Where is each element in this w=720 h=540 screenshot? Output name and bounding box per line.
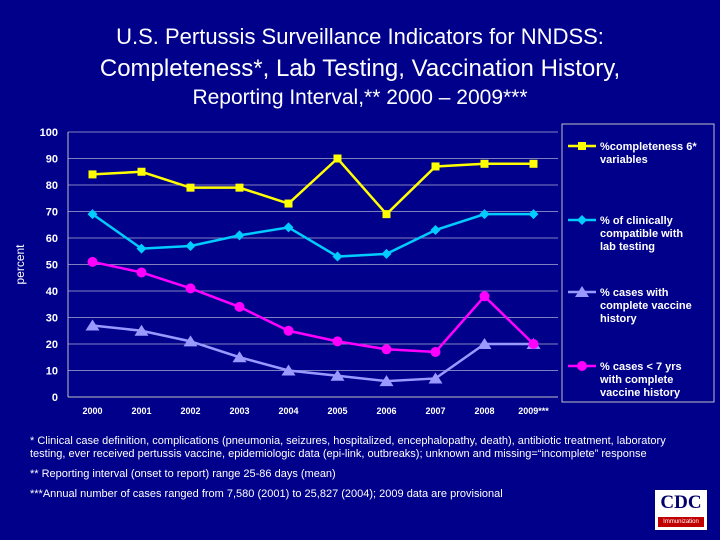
y-tick-label: 10 — [46, 366, 58, 378]
data-point-cases-with-complete-vaccine-history — [85, 319, 100, 331]
legend-swatch-marker — [577, 215, 587, 225]
x-tick-label: 2002 — [180, 406, 200, 416]
data-point-cases-with-complete-vaccine-history — [281, 364, 296, 376]
data-point-completeness-6-variables — [480, 159, 489, 168]
x-tick-label: 2004 — [278, 406, 298, 416]
legend-swatch-marker — [575, 286, 589, 297]
x-tick-label: 2009*** — [518, 406, 549, 416]
y-tick-label: 60 — [46, 233, 58, 245]
cdc-logo-text: CDC — [660, 492, 702, 513]
chart-title-line-1: U.S. Pertussis Surveillance Indicators f… — [116, 24, 604, 49]
data-point-cases-with-complete-vaccine-history — [330, 369, 345, 381]
data-point-of-clinically-compatible-with-lab-testing — [430, 225, 441, 236]
y-tick-label: 80 — [46, 180, 58, 192]
cdc-logo-subtext: Immunization — [658, 517, 704, 527]
series-line-of-clinically-compatible-with-lab-testing — [91, 212, 534, 258]
data-point-cases-7-yrs-with-complete-vaccine-history — [185, 283, 196, 294]
series-line-cases-with-complete-vaccine-history — [92, 324, 534, 383]
series-line-cases-7-yrs-with-complete-vaccine-history — [92, 260, 535, 354]
legend-label: % cases with complete vaccine history — [600, 287, 692, 325]
data-point-cases-7-yrs-with-complete-vaccine-history — [528, 339, 539, 349]
pertussis-line-chart: 0 10 20 30 40 50 60 70 80 90 100 2000 2001 2002 2003 20… — [13, 123, 715, 416]
data-point-cases-7-yrs-with-complete-vaccine-history — [87, 256, 98, 267]
data-point-cases-with-complete-vaccine-history — [428, 372, 443, 384]
y-tick-label: 100 — [40, 127, 58, 139]
series-line-completeness-6-variables — [92, 156, 534, 216]
data-point-completeness-6-variables — [235, 183, 244, 192]
data-point-of-clinically-compatible-with-lab-testing — [87, 209, 98, 220]
y-tick-label: 40 — [46, 286, 58, 298]
data-point-cases-with-complete-vaccine-history — [232, 351, 247, 363]
data-point-cases-7-yrs-with-complete-vaccine-history — [381, 344, 392, 355]
y-tick-label: 20 — [46, 339, 58, 351]
data-point-completeness-6-variables — [186, 183, 195, 192]
footnote-1: * Clinical case definition, complication… — [30, 435, 666, 460]
y-tick-label: 70 — [46, 207, 58, 219]
data-point-of-clinically-compatible-with-lab-testing — [136, 243, 147, 254]
data-point-cases-7-yrs-with-complete-vaccine-history — [332, 336, 343, 347]
x-tick-label: 2003 — [229, 406, 249, 416]
data-point-completeness-6-variables — [333, 154, 342, 163]
data-point-cases-7-yrs-with-complete-vaccine-history — [136, 267, 147, 278]
footnote-3: ***Annual number of cases ranged from 7,… — [30, 488, 503, 500]
data-point-cases-7-yrs-with-complete-vaccine-history — [430, 346, 441, 357]
data-point-cases-7-yrs-with-complete-vaccine-history — [234, 301, 245, 312]
legend-swatch-marker — [578, 142, 586, 150]
x-tick-label: 2007 — [425, 406, 445, 416]
data-point-cases-with-complete-vaccine-history — [477, 338, 492, 349]
data-point-completeness-6-variables — [431, 162, 440, 171]
data-point-cases-with-complete-vaccine-history — [183, 335, 198, 347]
data-point-completeness-6-variables — [284, 199, 293, 208]
legend-box — [561, 123, 715, 403]
data-point-cases-with-complete-vaccine-history — [134, 324, 149, 336]
data-point-of-clinically-compatible-with-lab-testing — [332, 251, 343, 262]
chart-title-line-2: Completeness*, Lab Testing, Vaccination … — [99, 55, 621, 82]
legend-label: %completeness 6* variables — [600, 141, 697, 166]
data-point-completeness-6-variables — [529, 159, 538, 168]
data-point-of-clinically-compatible-with-lab-testing — [283, 222, 294, 233]
data-point-of-clinically-compatible-with-lab-testing — [185, 240, 196, 251]
data-point-cases-7-yrs-with-complete-vaccine-history — [479, 291, 490, 302]
y-tick-label: 0 — [52, 392, 58, 404]
data-point-completeness-6-variables — [137, 167, 146, 176]
cdc-logo: CDC Immunization — [654, 489, 708, 531]
y-tick-label: 90 — [46, 154, 58, 166]
legend-swatch-marker — [577, 361, 587, 371]
x-tick-label: 2008 — [474, 406, 494, 416]
y-tick-label: 50 — [46, 260, 58, 272]
data-point-cases-with-complete-vaccine-history — [379, 375, 394, 387]
x-tick-label: 2005 — [327, 406, 347, 416]
y-axis-label: percent — [13, 244, 27, 285]
data-point-completeness-6-variables — [88, 170, 97, 179]
data-point-of-clinically-compatible-with-lab-testing — [234, 230, 245, 241]
legend-label: % cases < 7 yrs with complete vaccine hist… — [599, 361, 682, 399]
data-point-completeness-6-variables — [382, 210, 391, 219]
data-point-of-clinically-compatible-with-lab-testing — [381, 248, 392, 259]
data-point-of-clinically-compatible-with-lab-testing — [528, 209, 539, 220]
legend-label: % of clinically compatible with lab testin… — [600, 215, 683, 253]
chart-title-line-3: Reporting Interval,** 2000 – 2009*** — [192, 86, 528, 109]
x-tick-label: 2000 — [82, 406, 102, 416]
footnote-2: ** Reporting interval (onset to report) … — [30, 468, 336, 480]
data-point-of-clinically-compatible-with-lab-testing — [479, 209, 490, 220]
footnotes: * Clinical case definition, complication… — [30, 435, 690, 508]
data-point-cases-7-yrs-with-complete-vaccine-history — [283, 325, 294, 336]
y-tick-label: 30 — [46, 313, 58, 325]
x-tick-label: 2006 — [376, 406, 396, 416]
x-tick-label: 2001 — [131, 406, 151, 416]
